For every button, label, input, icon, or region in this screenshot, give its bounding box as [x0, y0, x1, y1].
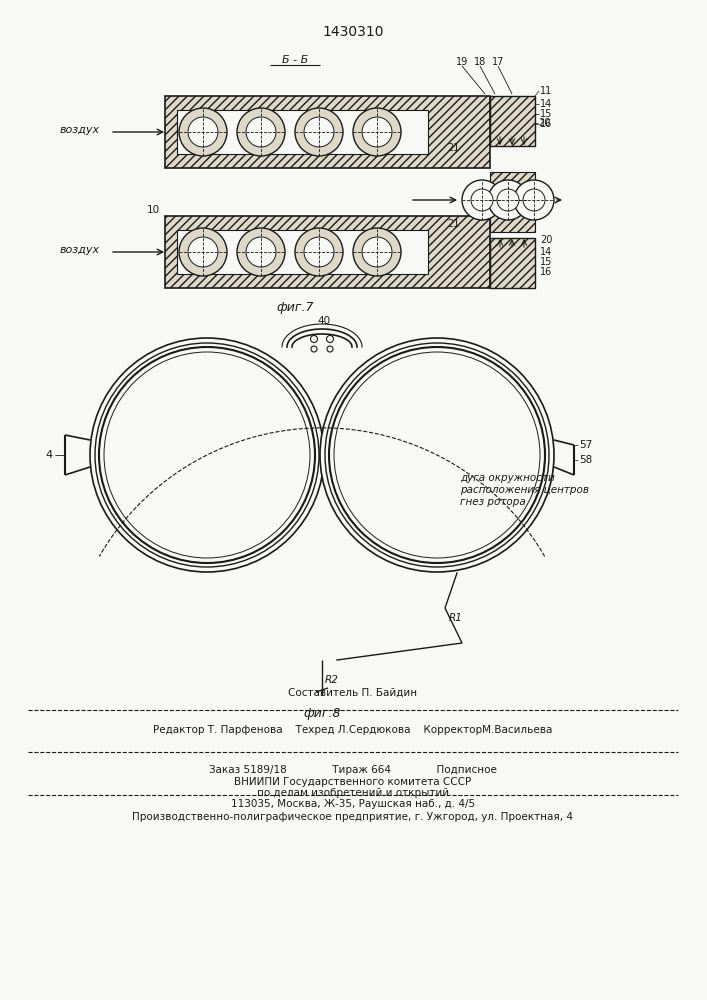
Text: 21: 21	[448, 219, 460, 229]
Text: 18: 18	[474, 57, 486, 67]
Circle shape	[95, 343, 319, 567]
Circle shape	[104, 352, 310, 558]
Text: Производственно-полиграфическое предприятие, г. Ужгород, ул. Проектная, 4: Производственно-полиграфическое предприя…	[132, 812, 573, 822]
Circle shape	[320, 338, 554, 572]
Text: 4: 4	[46, 450, 53, 460]
Bar	[490, 172, 535, 202]
Circle shape	[311, 346, 317, 352]
Circle shape	[179, 228, 227, 276]
Text: 16: 16	[540, 119, 552, 129]
Circle shape	[304, 237, 334, 267]
Circle shape	[471, 189, 493, 211]
Circle shape	[188, 117, 218, 147]
Circle shape	[310, 336, 317, 342]
Circle shape	[90, 338, 324, 572]
Text: по делам изобретений и открытий: по делам изобретений и открытий	[257, 788, 449, 798]
Text: 57: 57	[579, 440, 592, 450]
Bar	[490, 96, 535, 146]
Circle shape	[514, 180, 554, 220]
Text: воздух: воздух	[60, 245, 100, 255]
Circle shape	[99, 347, 315, 563]
Text: дуга окружности
расположения центров
гнез ротора: дуга окружности расположения центров гне…	[460, 473, 589, 507]
Circle shape	[327, 336, 334, 342]
Circle shape	[353, 108, 401, 156]
Text: 16: 16	[540, 267, 552, 277]
Text: воздух: воздух	[60, 125, 100, 135]
Text: 10: 10	[147, 205, 160, 215]
Circle shape	[246, 117, 276, 147]
Bar	[177, 230, 428, 274]
Circle shape	[353, 228, 401, 276]
Text: 15: 15	[540, 257, 552, 267]
Circle shape	[327, 346, 333, 352]
Circle shape	[362, 117, 392, 147]
Text: ВНИИПИ Государственного комитета СССР: ВНИИПИ Государственного комитета СССР	[235, 777, 472, 787]
Text: 14: 14	[540, 247, 552, 257]
Circle shape	[325, 343, 549, 567]
Text: 17: 17	[492, 57, 504, 67]
Circle shape	[304, 117, 334, 147]
Circle shape	[488, 180, 528, 220]
Text: фиг.7: фиг.7	[276, 302, 314, 314]
Text: 113035, Москва, Ж-35, Раушская наб., д. 4/5: 113035, Москва, Ж-35, Раушская наб., д. …	[231, 799, 475, 809]
Circle shape	[523, 189, 545, 211]
Text: 58: 58	[579, 455, 592, 465]
Text: 20: 20	[540, 235, 552, 245]
Circle shape	[334, 352, 540, 558]
Circle shape	[497, 189, 519, 211]
Circle shape	[462, 180, 502, 220]
Circle shape	[179, 108, 227, 156]
Text: 14: 14	[540, 99, 552, 109]
Text: Составитель П. Байдин: Составитель П. Байдин	[288, 688, 418, 698]
Text: 11: 11	[540, 86, 552, 96]
Text: R2: R2	[325, 675, 339, 685]
Text: Б - Б: Б - Б	[282, 55, 308, 65]
Text: 15: 15	[540, 109, 552, 119]
Circle shape	[362, 237, 392, 267]
Text: 40: 40	[317, 316, 331, 326]
Bar	[165, 216, 490, 288]
Text: фиг.8: фиг.8	[303, 706, 341, 720]
Bar	[490, 202, 535, 232]
Bar	[177, 110, 428, 154]
Text: Заказ 5189/18              Тираж 664              Подписное: Заказ 5189/18 Тираж 664 Подписное	[209, 765, 497, 775]
Text: 20: 20	[538, 118, 550, 128]
Circle shape	[295, 108, 343, 156]
Bar	[490, 238, 535, 288]
Text: 19: 19	[456, 57, 468, 67]
Text: 21: 21	[448, 143, 460, 153]
Text: 1430310: 1430310	[322, 25, 384, 39]
Text: R1: R1	[449, 613, 463, 623]
Circle shape	[188, 237, 218, 267]
Circle shape	[295, 228, 343, 276]
Text: Редактор Т. Парфенова    Техред Л.Сердюкова    КорректорМ.Васильева: Редактор Т. Парфенова Техред Л.Сердюкова…	[153, 725, 553, 735]
Circle shape	[329, 347, 545, 563]
Circle shape	[237, 228, 285, 276]
Circle shape	[246, 237, 276, 267]
Bar	[165, 96, 490, 168]
Circle shape	[237, 108, 285, 156]
